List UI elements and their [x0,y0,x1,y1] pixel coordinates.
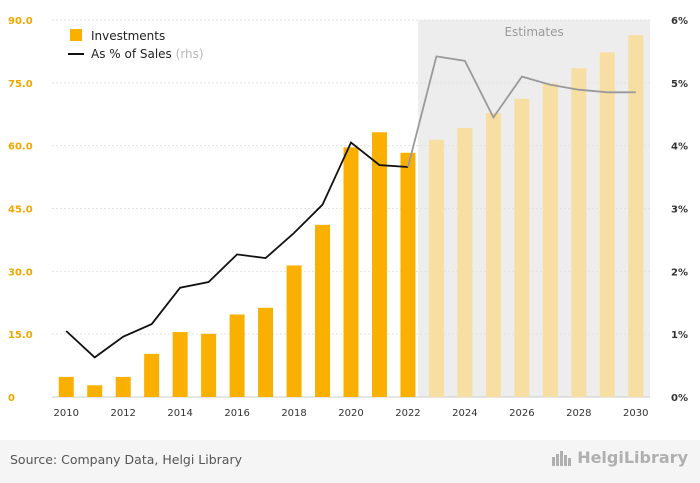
y-tick-label: 45.0 [8,205,33,216]
y-tick-label: 15.0 [8,330,33,341]
bar [542,83,558,397]
y2-tick-label: 3% [671,205,688,216]
chart-svg: Estimates 0 15.0 30.0 45.0 60.0 75.0 90.0 0% 1% 2%… [8,16,688,419]
y2-tick-label: 4% [671,142,688,153]
bar [428,139,444,397]
legend-swatch-investments [70,29,82,41]
bar [115,376,131,397]
footer: Source: Company Data, Helgi Library Helg… [0,440,700,483]
bar [599,52,615,397]
x-tick-label: 2016 [224,408,249,419]
x-tick-label: 2028 [566,408,591,419]
x-tick-label: 2020 [338,408,363,419]
bar [58,376,74,397]
y2-tick-label: 5% [671,79,688,90]
x-tick-label: 2026 [509,408,534,419]
y-tick-label: 90.0 [8,16,33,27]
y2-tick-label: 1% [671,330,688,341]
bar [286,265,302,397]
bar [201,333,217,397]
x-tick-label: 2012 [110,408,135,419]
bar [229,314,245,397]
bar [258,307,274,397]
y-tick-label: 0 [8,393,15,404]
bar [485,112,501,397]
y-tick-label: 30.0 [8,267,33,278]
bar [371,132,387,398]
library-icon [552,450,572,466]
x-tick-label: 2010 [54,408,79,419]
bar [87,385,103,397]
y2-tick-label: 2% [671,267,688,278]
x-tick-label: 2030 [623,408,648,419]
bar [514,98,530,398]
y-tick-label: 75.0 [8,79,33,90]
line-estimate [407,55,636,168]
x-tick-label: 2018 [281,408,306,419]
bar [315,224,331,397]
bar [457,128,473,397]
bar [400,152,416,397]
y-tick-label: 60.0 [8,142,33,153]
brand-name: HelgiLibrary [577,448,688,467]
x-tick-label: 2022 [395,408,420,419]
y2-tick-label: 6% [671,16,688,27]
y2-tick-label: 0% [671,393,688,404]
bar [172,332,188,397]
estimates-label: Estimates [504,25,563,39]
legend-label-line: As % of Sales (rhs) [91,47,204,61]
bar [571,68,587,397]
line-actual [65,141,409,359]
bar [144,353,160,397]
brand-logo: HelgiLibrary [551,448,688,467]
x-tick-label: 2014 [167,408,192,419]
bar [628,35,644,398]
bar [343,147,359,397]
source-text: Source: Company Data, Helgi Library [10,452,243,467]
x-tick-label: 2024 [452,408,477,419]
legend-label-investments: Investments [91,29,165,43]
